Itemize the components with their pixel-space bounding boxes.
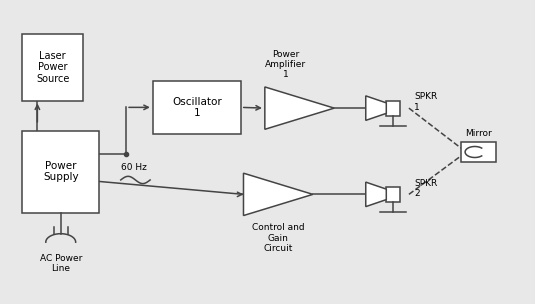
FancyBboxPatch shape (386, 187, 400, 202)
Text: Power
Supply: Power Supply (43, 161, 79, 182)
Text: Laser
Power
Source: Laser Power Source (36, 51, 70, 84)
Text: Oscillator
1: Oscillator 1 (172, 97, 221, 118)
Text: SPKR
1: SPKR 1 (414, 92, 438, 112)
Polygon shape (366, 96, 386, 120)
FancyBboxPatch shape (461, 142, 495, 162)
Polygon shape (243, 173, 313, 216)
Polygon shape (265, 87, 334, 129)
Text: SPKR
2: SPKR 2 (414, 179, 438, 198)
FancyBboxPatch shape (22, 34, 83, 101)
Text: AC Power
Line: AC Power Line (40, 254, 82, 273)
Text: Control and
Gain
Circuit: Control and Gain Circuit (252, 223, 304, 253)
Text: Power
Amplifier
1: Power Amplifier 1 (265, 50, 306, 79)
FancyBboxPatch shape (22, 131, 100, 212)
FancyBboxPatch shape (386, 101, 400, 116)
Text: 60 Hz: 60 Hz (121, 163, 147, 172)
Text: Mirror: Mirror (465, 129, 492, 138)
FancyBboxPatch shape (153, 81, 241, 134)
Polygon shape (366, 182, 386, 207)
